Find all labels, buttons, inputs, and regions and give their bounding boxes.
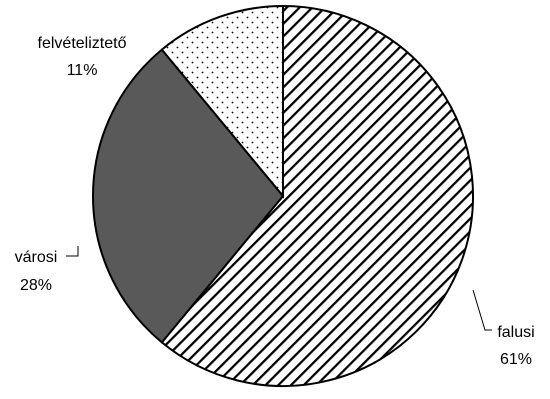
slice-label-name: felvételiztető	[38, 35, 127, 52]
slice-label-value: 11%	[67, 62, 98, 79]
slice-falusi	[160, 4, 474, 387]
label-felveteliztetok: felvételiztető 11%	[38, 35, 127, 79]
slice-varosi	[91, 48, 285, 344]
leader-line	[472, 289, 492, 331]
slice-label-value: 28%	[20, 277, 52, 294]
pie-slices	[91, 4, 474, 387]
slice-label-name: falusi	[497, 324, 534, 341]
leader-line	[66, 246, 79, 257]
slice-felveteliztetok	[160, 4, 284, 199]
slice-label-value: 61%	[500, 351, 532, 368]
label-falusi: falusi 61%	[472, 289, 535, 368]
slice-label-name: városi	[15, 249, 58, 266]
label-varosi: városi 28%	[15, 246, 79, 294]
